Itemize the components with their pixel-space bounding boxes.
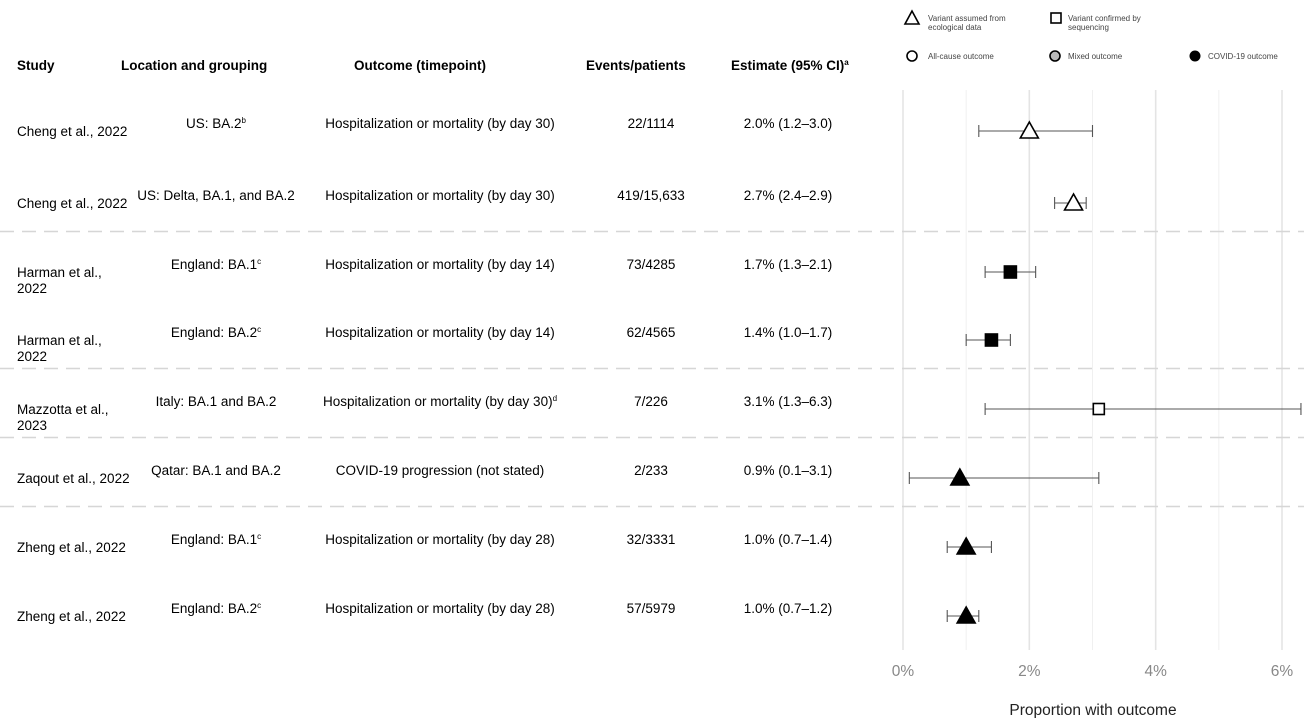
row-outcome: Hospitalization or mortality (by day 30) <box>325 116 555 131</box>
header-location: Location and grouping <box>121 58 268 73</box>
row-outcome: COVID-19 progression (not stated) <box>335 463 545 478</box>
row-outcome: Hospitalization or mortality (by day 14) <box>325 257 555 272</box>
header-estimate-footnote: a <box>844 58 849 67</box>
header-estimate: Estimate (95% CI)a <box>731 58 849 73</box>
row-location: US: BA.2b <box>186 116 246 131</box>
x-axis-title: Proportion with outcome <box>1009 702 1176 718</box>
row-outcome: Hospitalization or mortality (by day 30) <box>325 188 555 203</box>
legend-square-label: Variant confirmed by sequencing <box>1068 14 1141 32</box>
row-location: England: BA.1c <box>170 257 262 272</box>
row-outcome: Hospitalization or mortality (by day 28) <box>325 601 555 616</box>
row-estimate: 3.1% (1.3–6.3) <box>743 394 833 409</box>
header-study: Study <box>17 58 55 73</box>
point-estimate-triangle <box>955 605 977 624</box>
row-location: England: BA.2c <box>170 601 262 616</box>
forest-row-4 <box>965 333 1011 347</box>
row-location-footnote: c <box>257 601 262 610</box>
row-location: England: BA.1c <box>170 532 262 547</box>
row-study: Zaqout et al., 2022 <box>17 471 130 486</box>
point-estimate-triangle <box>949 467 971 486</box>
x-tick-label: 4% <box>1144 663 1167 680</box>
point-estimate-triangle <box>1063 192 1084 211</box>
forest-row-2 <box>1054 192 1087 211</box>
row-study: Harman et al., 2022 <box>17 333 102 364</box>
forest-row-6 <box>908 467 1100 486</box>
legend-open-circle-icon <box>906 50 918 62</box>
legend-solid-circle-icon <box>1189 50 1201 62</box>
row-location: Qatar: BA.1 and BA.2 <box>151 463 281 478</box>
legend-covid-label: COVID-19 outcome <box>1208 52 1278 61</box>
row-estimate: 2.7% (2.4–2.9) <box>743 188 833 203</box>
row-study: Harman et al., 2022 <box>17 265 102 296</box>
row-location: England: BA.2c <box>170 325 262 340</box>
row-location: US: Delta, BA.1, and BA.2 <box>137 188 295 203</box>
legend-triangle-icon <box>903 9 921 25</box>
legend-square-icon <box>1050 12 1062 24</box>
x-tick-label: 6% <box>1271 663 1294 680</box>
row-study: Zheng et al., 2022 <box>17 540 126 555</box>
header-outcome: Outcome (timepoint) <box>354 58 486 73</box>
forest-row-7 <box>946 536 992 555</box>
row-outcome: Hospitalization or mortality (by day 14) <box>325 325 555 340</box>
forest-row-8 <box>946 605 980 624</box>
row-study: Cheng et al., 2022 <box>17 124 128 139</box>
legend-grey-circle-icon <box>1049 50 1061 62</box>
row-events: 22/1114 <box>627 116 675 131</box>
row-events: 62/4565 <box>626 325 676 340</box>
row-study: Mazzotta et al., 2023 <box>17 402 109 433</box>
point-estimate-square <box>984 333 999 347</box>
row-events: 57/5979 <box>626 601 676 616</box>
forest-row-5 <box>984 402 1302 416</box>
x-tick-label: 0% <box>892 663 915 680</box>
row-estimate: 1.4% (1.0–1.7) <box>743 325 833 340</box>
row-location-footnote: b <box>241 116 246 125</box>
point-estimate-triangle <box>1018 120 1040 139</box>
x-tick-label: 2% <box>1018 663 1041 680</box>
legend-all-cause-label: All-cause outcome <box>928 52 994 61</box>
point-estimate-square <box>1003 265 1018 279</box>
row-study: Cheng et al., 2022 <box>17 196 128 211</box>
row-study: Zheng et al., 2022 <box>17 609 126 624</box>
row-location-footnote: c <box>257 257 262 266</box>
forest-row-3 <box>984 265 1037 279</box>
forest-row-1 <box>978 120 1094 139</box>
row-estimate: 0.9% (0.1–3.1) <box>743 463 833 478</box>
row-outcome: Hospitalization or mortality (by day 28) <box>325 532 555 547</box>
row-events: 419/15,633 <box>617 188 685 203</box>
row-estimate: 1.7% (1.3–2.1) <box>743 257 833 272</box>
row-location-footnote: c <box>257 325 262 334</box>
row-estimate: 1.0% (0.7–1.2) <box>743 601 833 616</box>
legend-triangle-label: Variant assumed from ecological data <box>928 14 1006 32</box>
row-location: Italy: BA.1 and BA.2 <box>155 394 277 409</box>
row-estimate: 1.0% (0.7–1.4) <box>743 532 833 547</box>
point-estimate-triangle <box>955 536 977 555</box>
legend-mixed-label: Mixed outcome <box>1068 52 1123 61</box>
row-events: 32/3331 <box>626 532 676 547</box>
row-location-footnote: c <box>257 532 262 541</box>
row-outcome-footnote: d <box>552 394 558 403</box>
row-events: 2/233 <box>634 463 668 478</box>
row-events: 7/226 <box>634 394 668 409</box>
row-outcome: Hospitalization or mortality (by day 30)… <box>322 394 558 409</box>
row-events: 73/4285 <box>626 257 676 272</box>
point-estimate-square <box>1092 402 1106 416</box>
header-events: Events/patients <box>586 58 686 73</box>
row-estimate: 2.0% (1.2–3.0) <box>743 116 833 131</box>
